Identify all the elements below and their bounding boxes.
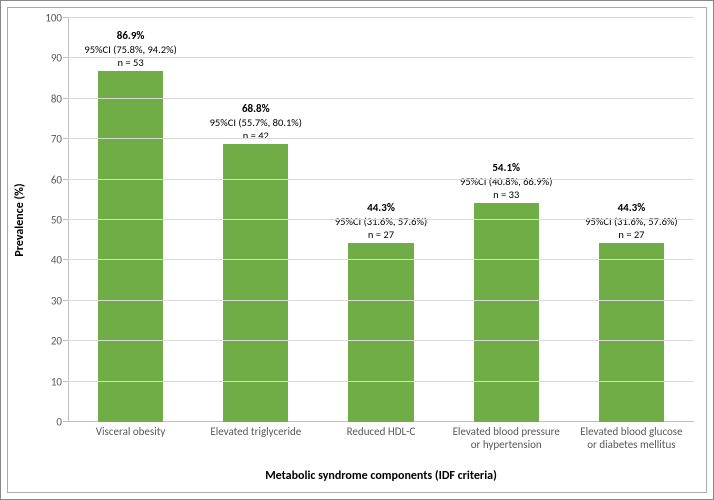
y-tick-label: 20 [51, 335, 62, 348]
bar-ci: 95%CI (55.7%, 80.1%) [210, 116, 302, 129]
chart-container: Prevalence (%) Metabolic syndrome compon… [0, 0, 714, 500]
y-tick-mark [63, 381, 68, 382]
x-tick-label: Elevated blood glucose or diabetes melli… [576, 426, 686, 451]
bar [98, 71, 163, 422]
bar-ci: 95%CI (31.6%, 57.6%) [335, 215, 427, 228]
grid-line [68, 381, 694, 382]
y-tick-label: 80 [51, 92, 62, 105]
y-axis-title: Prevalence (%) [13, 183, 27, 256]
y-tick-mark [63, 219, 68, 220]
grid-line [68, 179, 694, 180]
grid-line [68, 219, 694, 220]
bar-annotation: 54.1%95%CI (40.8%, 66.9%)n = 33 [460, 161, 552, 201]
bar [348, 243, 413, 422]
y-tick-label: 30 [51, 294, 62, 307]
bar-annotation: 68.8%95%CI (55.7%, 80.1%)n = 42 [210, 102, 302, 142]
bars-layer: 86.9%95%CI (75.8%, 94.2%)n = 53Visceral … [68, 18, 694, 422]
bar-slot: 86.9%95%CI (75.8%, 94.2%)n = 53Visceral … [68, 18, 193, 422]
y-tick-mark [63, 421, 68, 422]
bar [474, 203, 539, 422]
y-tick-label: 90 [51, 52, 62, 65]
x-tick-label: Reduced HDL-C [326, 426, 436, 439]
grid-line [68, 98, 694, 99]
grid-line [68, 300, 694, 301]
bar-slot: 68.8%95%CI (55.7%, 80.1%)n = 42Elevated … [193, 18, 318, 422]
bar-pct: 86.9% [84, 29, 176, 43]
y-tick-label: 100 [45, 12, 62, 25]
x-tick-label: Elevated blood pressure or hypertension [451, 426, 561, 451]
chart-inner-border: Prevalence (%) Metabolic syndrome compon… [7, 7, 707, 493]
grid-line [68, 138, 694, 139]
grid-line [68, 57, 694, 58]
y-tick-mark [63, 300, 68, 301]
x-tick-label: Elevated triglyceride [201, 426, 311, 439]
y-tick-mark [63, 98, 68, 99]
bar-annotation: 44.3%95%CI (31.6%, 57.6%)n = 27 [585, 201, 677, 241]
y-tick-mark [63, 179, 68, 180]
y-tick-label: 40 [51, 254, 62, 267]
bar-n: n = 33 [460, 188, 552, 201]
bar-slot: 44.3%95%CI (31.6%, 57.6%)n = 27Reduced H… [318, 18, 443, 422]
bar-ci: 95%CI (75.8%, 94.2%) [84, 43, 176, 56]
y-tick-label: 60 [51, 173, 62, 186]
bar-slot: 44.3%95%CI (31.6%, 57.6%)n = 27Elevated … [569, 18, 694, 422]
y-tick-mark [63, 17, 68, 18]
y-tick-mark [63, 138, 68, 139]
y-tick-mark [63, 57, 68, 58]
bar-pct: 44.3% [335, 201, 427, 215]
bar-ci: 95%CI (31.6%, 57.6%) [585, 215, 677, 228]
bar [599, 243, 664, 422]
bar-slot: 54.1%95%CI (40.8%, 66.9%)n = 33Elevated … [444, 18, 569, 422]
bar-pct: 44.3% [585, 201, 677, 215]
grid-line [68, 17, 694, 18]
bar-pct: 54.1% [460, 161, 552, 175]
y-tick-mark [63, 340, 68, 341]
y-tick-label: 70 [51, 133, 62, 146]
bar-annotation: 86.9%95%CI (75.8%, 94.2%)n = 53 [84, 29, 176, 69]
bar-pct: 68.8% [210, 102, 302, 116]
x-axis-title: Metabolic syndrome components (IDF crite… [265, 469, 497, 483]
y-tick-label: 50 [51, 214, 62, 227]
y-tick-label: 10 [51, 375, 62, 388]
bar-n: n = 27 [585, 228, 677, 241]
x-tick-label: Visceral obesity [76, 426, 186, 439]
y-tick-label: 0 [56, 416, 62, 429]
bar-ci: 95%CI (40.8%, 66.9%) [460, 175, 552, 188]
grid-line [68, 340, 694, 341]
bar-n: n = 42 [210, 129, 302, 142]
y-tick-mark [63, 259, 68, 260]
bar-annotation: 44.3%95%CI (31.6%, 57.6%)n = 27 [335, 201, 427, 241]
plot-area: Prevalence (%) Metabolic syndrome compon… [68, 18, 694, 422]
grid-line [68, 259, 694, 260]
bar-n: n = 27 [335, 228, 427, 241]
